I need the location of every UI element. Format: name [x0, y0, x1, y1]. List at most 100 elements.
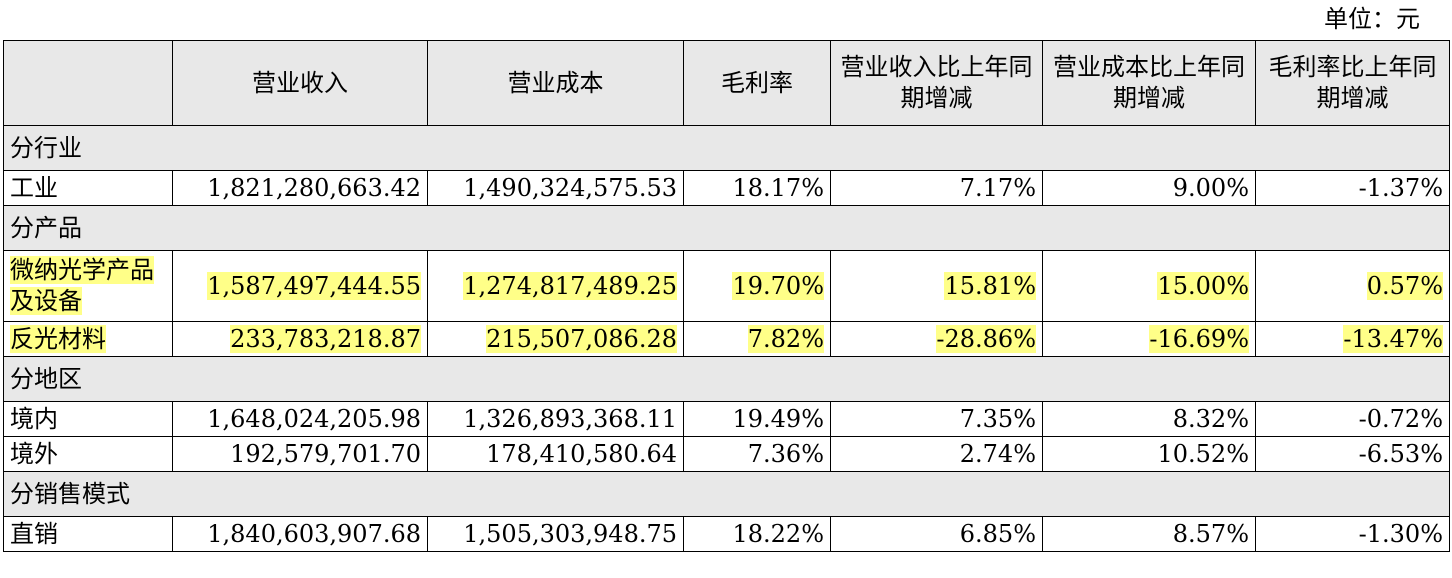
value-text: 1,648,024,205.98 [207, 405, 421, 433]
row-label-text: 工业 [10, 173, 58, 202]
value-cell: 178,410,580.64 [427, 436, 684, 472]
value-text: 15.00% [1157, 272, 1249, 300]
value-cell: 215,507,086.28 [427, 321, 684, 357]
value-cell: 1,274,817,489.25 [427, 250, 684, 322]
row-label: 微纳光学产品及设备 [3, 250, 173, 322]
value-cell: 1,648,024,205.98 [172, 401, 428, 437]
value-text: 1,505,303,948.75 [463, 520, 677, 548]
value-text: 19.70% [732, 272, 824, 300]
value-text: 7.82% [747, 325, 824, 353]
header-cell: 营业收入比上年同期增减 [830, 40, 1043, 126]
value-text: 178,410,580.64 [486, 440, 677, 468]
section-row: 分销售模式 [3, 471, 1450, 517]
value-cell: 2.74% [830, 436, 1043, 472]
row-label: 境内 [3, 401, 173, 437]
value-cell: -13.47% [1255, 321, 1450, 357]
value-cell: 7.82% [683, 321, 831, 357]
value-text: 192,579,701.70 [230, 440, 421, 468]
value-text: -1.37% [1358, 174, 1443, 202]
row-label: 境外 [3, 436, 173, 472]
row-label: 反光材料 [3, 321, 173, 357]
value-cell: 1,821,280,663.42 [172, 170, 428, 206]
value-cell: 1,490,324,575.53 [427, 170, 684, 206]
value-cell: 192,579,701.70 [172, 436, 428, 472]
value-cell: 19.49% [683, 401, 831, 437]
value-text: 15.81% [944, 272, 1036, 300]
section-row: 分地区 [3, 356, 1450, 402]
value-cell: 10.52% [1042, 436, 1256, 472]
value-cell: 1,326,893,368.11 [427, 401, 684, 437]
row-label: 直销 [3, 516, 173, 552]
row-label-text: 直销 [10, 519, 58, 548]
table-row: 境内 1,648,024,205.98 1,326,893,368.11 19.49%… [3, 401, 1450, 437]
value-cell: 7.36% [683, 436, 831, 472]
row-label-text: 微纳光学产品及设备 [10, 256, 154, 315]
value-cell: -1.30% [1255, 516, 1450, 552]
value-text: -28.86% [936, 325, 1036, 353]
section-title: 分地区 [3, 356, 1450, 402]
table-row: 反光材料 233,783,218.87 215,507,086.28 7.82% -28… [3, 321, 1450, 357]
value-cell: 1,505,303,948.75 [427, 516, 684, 552]
value-text: 2.74% [959, 440, 1036, 468]
value-text: -6.53% [1358, 440, 1443, 468]
table-row: 境外 192,579,701.70 178,410,580.64 7.36% 2.74%… [3, 436, 1450, 472]
value-text: 9.00% [1172, 174, 1249, 202]
section-row: 分产品 [3, 205, 1450, 251]
row-label: 工业 [3, 170, 173, 206]
value-text: 10.52% [1157, 440, 1249, 468]
value-text: -13.47% [1343, 325, 1443, 353]
value-cell: -6.53% [1255, 436, 1450, 472]
value-cell: 6.85% [830, 516, 1043, 552]
value-text: 7.17% [959, 174, 1036, 202]
row-label-text: 境外 [10, 439, 58, 468]
value-cell: 0.57% [1255, 250, 1450, 322]
value-text: -1.30% [1358, 520, 1443, 548]
value-text: 0.57% [1366, 272, 1443, 300]
section-title: 分销售模式 [3, 471, 1450, 517]
value-text: 1,840,603,907.68 [207, 520, 421, 548]
value-text: 18.22% [732, 520, 824, 548]
section-title: 分产品 [3, 205, 1450, 251]
value-cell: 18.22% [683, 516, 831, 552]
value-text: 7.35% [959, 405, 1036, 433]
section-title: 分行业 [3, 125, 1450, 171]
value-text: 215,507,086.28 [486, 325, 677, 353]
value-text: 6.85% [959, 520, 1036, 548]
value-cell: 15.00% [1042, 250, 1256, 322]
header-cell [3, 40, 173, 126]
row-label-text: 境内 [10, 404, 58, 433]
table-body: 分行业 工业 1,821,280,663.42 1,490,324,575.53 18.… [3, 125, 1450, 552]
value-text: 1,821,280,663.42 [207, 174, 421, 202]
header-cell: 毛利率 [683, 40, 831, 126]
header-cell: 营业收入 [172, 40, 428, 126]
value-cell: 1,587,497,444.55 [172, 250, 428, 322]
value-cell: 7.35% [830, 401, 1043, 437]
value-cell: 18.17% [683, 170, 831, 206]
header-cell: 毛利率比上年同期增减 [1255, 40, 1450, 126]
value-text: -0.72% [1358, 405, 1443, 433]
value-cell: 9.00% [1042, 170, 1256, 206]
value-cell: 1,840,603,907.68 [172, 516, 428, 552]
value-cell: 7.17% [830, 170, 1043, 206]
value-text: 7.36% [747, 440, 824, 468]
value-cell: 233,783,218.87 [172, 321, 428, 357]
value-text: 18.17% [732, 174, 824, 202]
table-row: 直销 1,840,603,907.68 1,505,303,948.75 18.22%… [3, 516, 1450, 552]
header-cell: 营业成本 [427, 40, 684, 126]
value-text: 233,783,218.87 [230, 325, 421, 353]
value-cell: -28.86% [830, 321, 1043, 357]
value-text: 1,490,324,575.53 [463, 174, 677, 202]
value-cell: -16.69% [1042, 321, 1256, 357]
row-label-text: 反光材料 [10, 324, 106, 353]
section-row: 分行业 [3, 125, 1450, 171]
value-cell: 19.70% [683, 250, 831, 322]
financial-table: 营业收入 营业成本 毛利率 营业收入比上年同期增减 营业成本比上年同期增减 毛利… [3, 40, 1450, 552]
value-text: 19.49% [732, 405, 824, 433]
value-text: 8.32% [1172, 405, 1249, 433]
value-text: 1,326,893,368.11 [463, 405, 677, 433]
table-row: 工业 1,821,280,663.42 1,490,324,575.53 18.17%… [3, 170, 1450, 206]
unit-label: 单位：元 [1324, 5, 1420, 33]
value-text: 1,274,817,489.25 [463, 272, 677, 300]
table-row: 微纳光学产品及设备 1,587,497,444.55 1,274,817,489.2… [3, 250, 1450, 322]
header-cell: 营业成本比上年同期增减 [1042, 40, 1256, 126]
